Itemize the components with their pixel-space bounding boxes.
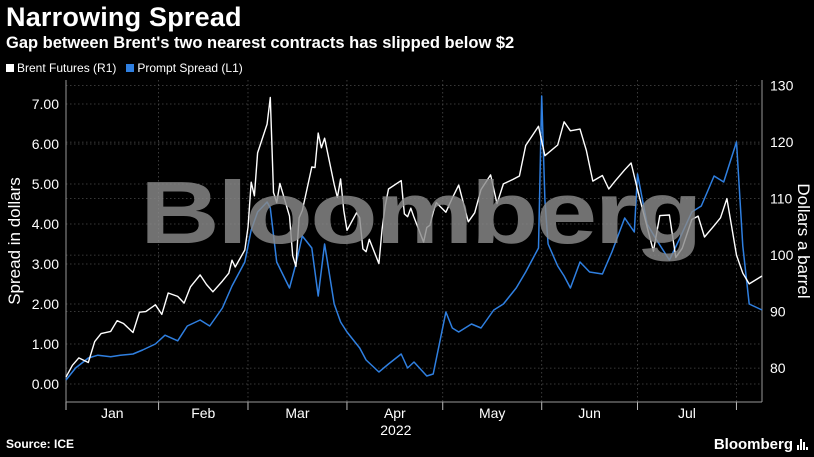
- legend-item-spread: Prompt Spread (L1): [126, 61, 243, 75]
- x-tick-label: Feb: [191, 405, 215, 421]
- x-tick-label: Jul: [678, 405, 696, 421]
- legend-swatch-brent: [6, 64, 14, 72]
- watermark-text: Bloomberg: [140, 163, 700, 262]
- series-line-prompt-spread: [65, 95, 763, 381]
- brand-logo: Bloomberg: [714, 436, 808, 453]
- y-left-tick-label: 7.00: [32, 96, 59, 112]
- y-right-tick-label: 100: [770, 247, 794, 263]
- y-right-axis-title: Dollars a barrel: [794, 183, 813, 298]
- x-tick-label: Jan: [101, 405, 124, 421]
- chart-title: Narrowing Spread: [6, 2, 242, 32]
- y-left-axis-title: Spread in dollars: [5, 177, 24, 305]
- y-right-tick-label: 120: [770, 134, 794, 150]
- y-left-tick-label: 6.00: [32, 136, 59, 152]
- y-left-tick-label: 5.00: [32, 176, 59, 192]
- y-right-tick-label: 130: [770, 78, 794, 94]
- x-tick-label: May: [479, 405, 505, 421]
- series-line-brent-futures: [65, 96, 763, 378]
- legend-label-brent: Brent Futures (R1): [17, 61, 117, 75]
- y-right-tick-label: 90: [770, 304, 786, 320]
- x-year-label: 2022: [380, 422, 411, 438]
- legend-swatch-spread: [126, 64, 135, 72]
- x-tick-label: Apr: [384, 405, 406, 421]
- y-left-tick-label: 2.00: [32, 296, 59, 312]
- y-left-tick-label: 4.00: [32, 216, 59, 232]
- x-tick-label: Mar: [285, 405, 309, 421]
- y-right-tick-label: 110: [770, 191, 793, 207]
- brand-name: Bloomberg: [713, 436, 793, 453]
- legend: Brent Futures (R1) Prompt Spread (L1): [6, 61, 243, 75]
- y-left-tick-label: 0.00: [32, 376, 59, 392]
- y-left-tick-label: 1.00: [32, 336, 59, 352]
- bar-chart-icon: [797, 439, 808, 450]
- legend-label-spread: Prompt Spread (L1): [137, 61, 243, 75]
- legend-item-brent: Brent Futures (R1): [6, 61, 116, 75]
- chart-subtitle: Gap between Brent's two nearest contract…: [6, 34, 515, 52]
- source-note: Source: ICE: [6, 437, 75, 451]
- y-left-tick-label: 3.00: [32, 256, 59, 272]
- y-right-tick-label: 80: [770, 360, 786, 376]
- x-tick-label: Jun: [578, 405, 601, 421]
